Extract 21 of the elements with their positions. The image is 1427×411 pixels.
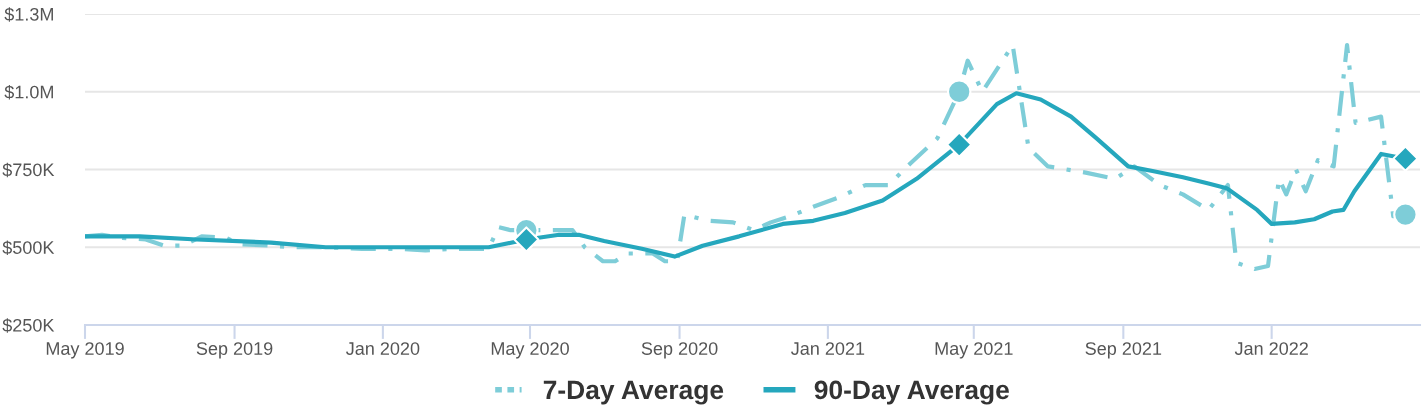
x-tick-label: Sep 2021 (1085, 342, 1162, 359)
point (1393, 202, 1418, 227)
y-tick-label: $500K (2, 240, 55, 256)
point (1392, 145, 1419, 172)
x-tick-label: May 2020 (491, 342, 569, 359)
y-tick-label: $1.3M (4, 7, 53, 22)
x-tick-label: Jan 2021 (791, 342, 865, 355)
x-tick-label: Sep 2019 (196, 342, 273, 359)
point (946, 79, 972, 104)
point (946, 131, 973, 158)
x-tick-label: Jan 2020 (346, 342, 420, 355)
legend-label: 90-Day Average (814, 380, 1009, 405)
y-tick-label: $750K (2, 162, 55, 178)
point (513, 226, 540, 253)
legend-label: 7-Day Average (543, 380, 724, 405)
x-tick-label: Sep 2020 (641, 342, 718, 359)
x-tick-label: Jan 2022 (1234, 342, 1308, 355)
y-tick-label: $1.0M (4, 84, 53, 100)
y-tick-label: $250K (2, 318, 55, 333)
x-tick-label: May 2021 (935, 342, 1013, 359)
x-tick-label: May 2019 (46, 342, 124, 359)
